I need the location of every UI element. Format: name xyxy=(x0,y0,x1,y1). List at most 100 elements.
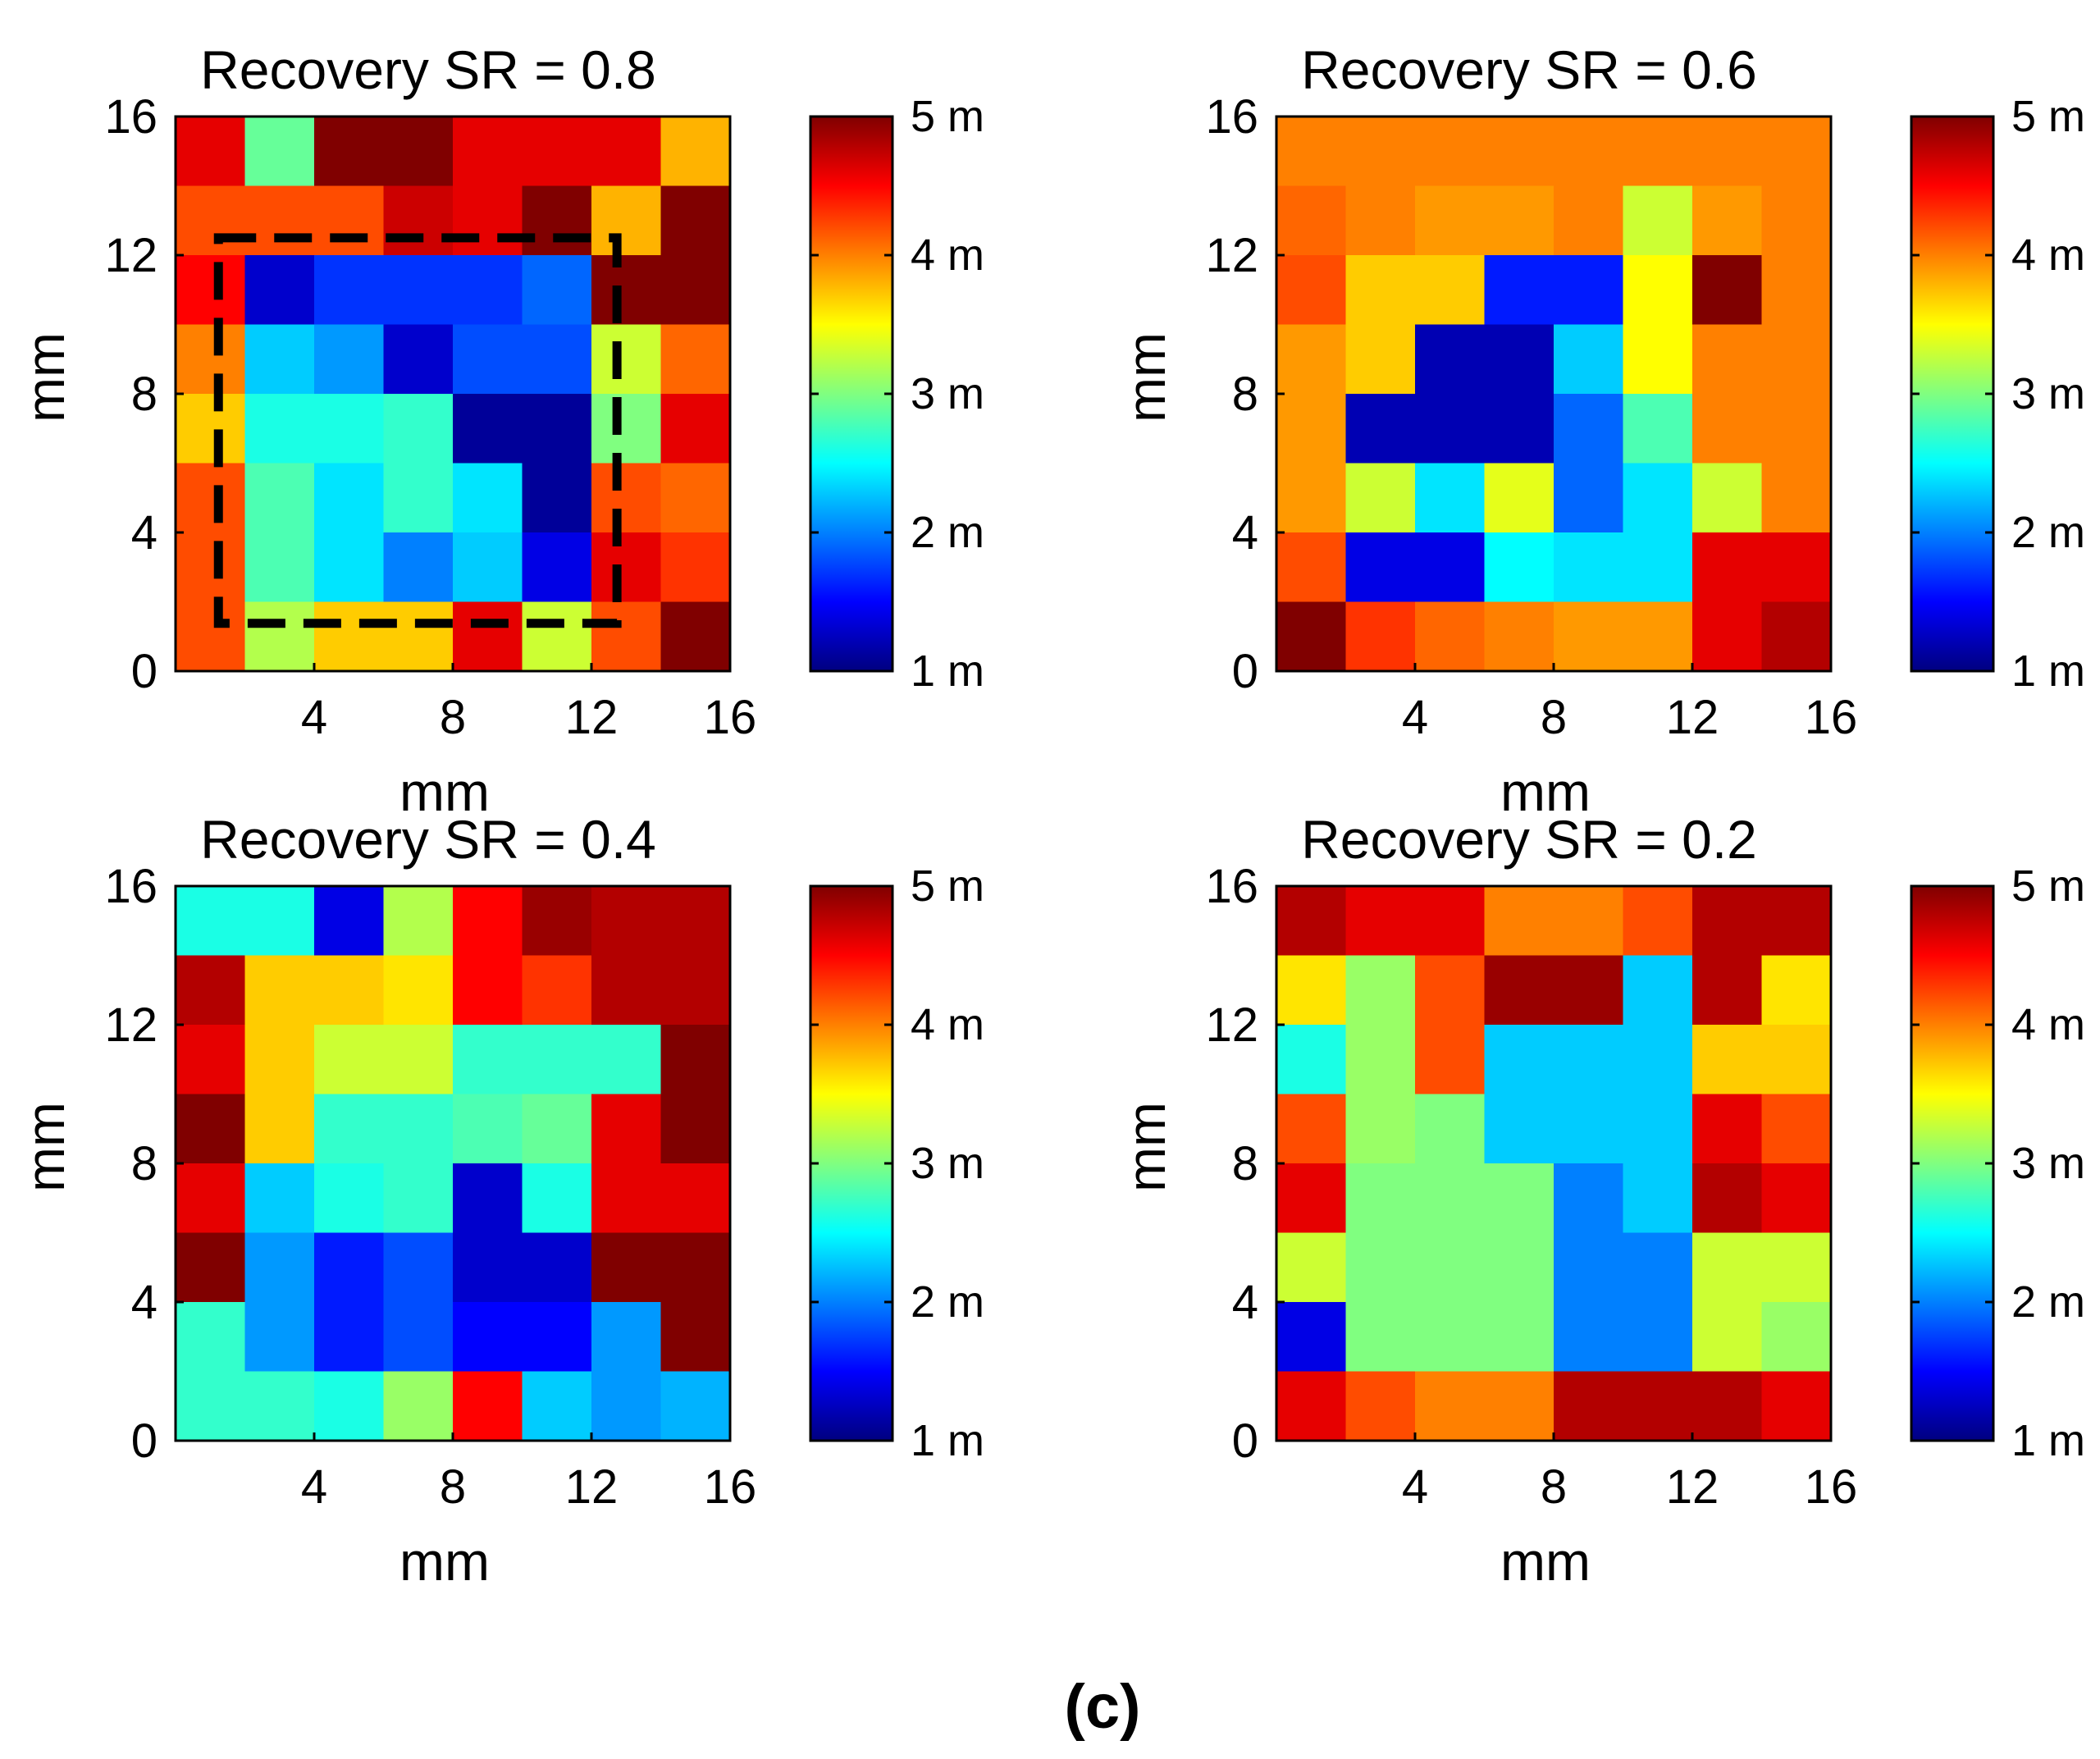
heatmap-cell xyxy=(591,117,662,187)
heatmap-cell xyxy=(1692,601,1763,672)
heatmap-cell xyxy=(1692,1302,1763,1373)
heatmap-cell xyxy=(1554,117,1624,187)
heatmap-cell xyxy=(1623,324,1693,395)
x-axis-label: mm xyxy=(1500,761,1591,822)
heatmap-cell xyxy=(314,1232,385,1303)
heatmap-cell xyxy=(314,324,385,395)
heatmap-cell xyxy=(1761,601,1832,672)
heatmap-cell xyxy=(1623,394,1693,464)
x-tick-label: 4 xyxy=(301,1460,327,1514)
x-tick-label: 12 xyxy=(1666,1460,1719,1514)
heatmap-cell xyxy=(1554,1232,1624,1303)
heatmap-cell xyxy=(1554,955,1624,1026)
heatmap-cell xyxy=(244,324,315,395)
y-axis-label: mm xyxy=(15,332,75,423)
heatmap-cell xyxy=(1692,324,1763,395)
heatmap-cell xyxy=(1692,1163,1763,1234)
heatmap-cell xyxy=(1484,886,1554,957)
heatmap-cell xyxy=(1761,1232,1832,1303)
heatmap-cell xyxy=(1345,1094,1416,1164)
heatmap-cell xyxy=(1623,117,1693,187)
heatmap-cell xyxy=(591,1371,662,1441)
x-tick-label: 16 xyxy=(704,691,757,744)
heatmap-cell xyxy=(1761,1371,1832,1441)
heatmap-cell xyxy=(522,1371,592,1441)
heatmap-cell xyxy=(453,1302,523,1373)
heatmap-cell xyxy=(1415,255,1486,326)
heatmap-cell xyxy=(314,886,385,957)
heatmap-cell xyxy=(1415,117,1486,187)
heatmap-cell xyxy=(1623,1371,1693,1441)
heatmap-cell xyxy=(453,1371,523,1441)
heatmap-cell xyxy=(1554,1163,1624,1234)
colorbar-tick-label: 5 m xyxy=(2011,861,2085,911)
x-tick-label: 12 xyxy=(1666,691,1719,744)
heatmap-cell xyxy=(1692,1232,1763,1303)
heatmap-cell xyxy=(660,1371,731,1441)
heatmap-cell xyxy=(1345,1371,1416,1441)
heatmap-cell xyxy=(1415,185,1486,256)
colorbar-tick-label: 5 m xyxy=(2011,92,2085,141)
heatmap-cell xyxy=(1484,463,1554,533)
heatmap-cell xyxy=(1554,532,1624,603)
y-axis-label: mm xyxy=(15,1102,75,1192)
heatmap-cell xyxy=(383,1025,454,1095)
heatmap-cell xyxy=(1623,1232,1693,1303)
y-tick-label: 8 xyxy=(1232,368,1258,421)
heatmap-cell xyxy=(591,601,662,672)
heatmap-cell xyxy=(660,463,731,533)
heatmap-cell xyxy=(1554,1302,1624,1373)
colorbar-tick-label: 4 m xyxy=(911,231,984,280)
heatmap-cell xyxy=(314,955,385,1026)
heatmap-cell xyxy=(591,463,662,533)
heatmap-cell xyxy=(1484,1302,1554,1373)
heatmap-cell xyxy=(314,1025,385,1095)
heatmap-cell xyxy=(1484,324,1554,395)
heatmap-cell xyxy=(383,1302,454,1373)
heatmap-cell xyxy=(522,394,592,464)
heatmap-cell xyxy=(522,532,592,603)
colorbar-tick-label: 3 m xyxy=(911,369,984,418)
heatmap-cell xyxy=(383,185,454,256)
heatmap-cell xyxy=(1415,1232,1486,1303)
heatmap-cell xyxy=(1276,955,1347,1026)
y-tick-label: 16 xyxy=(104,90,158,144)
heatmap-cell xyxy=(660,1025,731,1095)
heatmap-cell xyxy=(522,1025,592,1095)
heatmap-cell xyxy=(453,1025,523,1095)
y-tick-label: 8 xyxy=(131,1137,158,1190)
heatmap-cell xyxy=(1554,185,1624,256)
heatmap-cell xyxy=(591,255,662,326)
heatmap-cell xyxy=(1692,394,1763,464)
heatmap-cell xyxy=(244,117,315,187)
colorbar-tick-label: 3 m xyxy=(911,1139,984,1188)
x-tick-label: 16 xyxy=(1805,1460,1858,1514)
heatmap-cell xyxy=(1484,955,1554,1026)
y-tick-label: 4 xyxy=(131,1276,158,1329)
heatmap-cell xyxy=(1484,255,1554,326)
heatmap-cell xyxy=(453,1094,523,1164)
heatmap-cell xyxy=(314,463,385,533)
heatmap-cell xyxy=(591,324,662,395)
y-tick-label: 0 xyxy=(1232,645,1258,698)
heatmap-cell xyxy=(176,1371,246,1441)
heatmap-cell xyxy=(1761,1025,1832,1095)
heatmap-cell xyxy=(1415,886,1486,957)
heatmap-cell xyxy=(1692,117,1763,187)
heatmap-cell xyxy=(660,1163,731,1234)
heatmap-cell xyxy=(1761,463,1832,533)
heatmap-cell xyxy=(522,1163,592,1234)
heatmap-cell xyxy=(1484,1094,1554,1164)
heatmap-cell xyxy=(176,1163,246,1234)
x-axis-label: mm xyxy=(399,761,490,822)
heatmap-cell xyxy=(1276,185,1347,256)
heatmap-cell xyxy=(1276,1371,1347,1441)
heatmap-cell xyxy=(591,1302,662,1373)
heatmap-cell xyxy=(383,324,454,395)
x-tick-label: 8 xyxy=(1541,691,1567,744)
heatmap-cell xyxy=(453,185,523,256)
heatmap-cell xyxy=(1345,185,1416,256)
heatmap-cell xyxy=(1554,601,1624,672)
heatmap-cell xyxy=(176,1094,246,1164)
